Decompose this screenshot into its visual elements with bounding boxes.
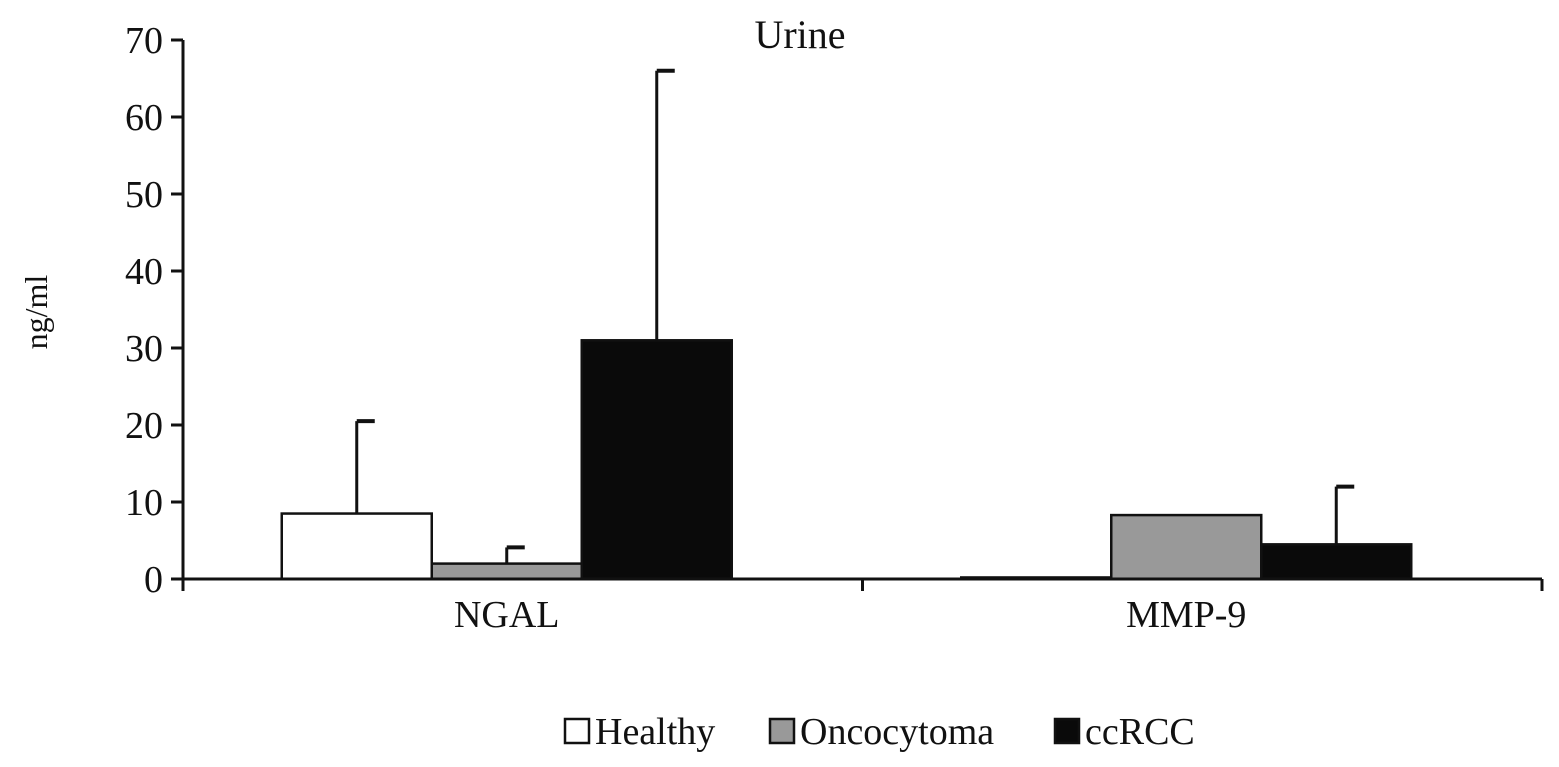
- legend-swatch-healthy: [563, 717, 591, 745]
- y-tick-label: 70: [125, 20, 163, 62]
- legend-label-healthy: Healthy: [595, 711, 715, 753]
- y-tick-label: 50: [125, 174, 163, 216]
- bar-oncocytoma-ngal: [430, 562, 583, 581]
- y-axis-ticks: 0 10 20 30 40 50 60 70: [125, 20, 183, 601]
- chart-title: Urine: [754, 12, 845, 57]
- bar-oncocytoma-mmp-9: [1110, 513, 1263, 581]
- x-axis-tick-labels: NGAL MMP-9: [454, 594, 1246, 636]
- y-tick-label: 0: [144, 559, 163, 601]
- error-bars: [355, 68, 1355, 564]
- legend-label-ccrcc: ccRCC: [1085, 711, 1195, 753]
- bar-healthy-ngal: [280, 512, 433, 581]
- bar-ccrcc-ngal: [580, 339, 733, 581]
- axes: [181, 40, 1544, 591]
- legend-label-oncocytoma: Oncocytoma: [800, 711, 994, 753]
- y-tick-label: 10: [125, 482, 163, 524]
- legend: Healthy Oncocytoma ccRCC: [563, 711, 1195, 753]
- y-tick-label: 40: [125, 251, 163, 293]
- x-tick-label: NGAL: [454, 594, 560, 636]
- y-tick-label: 30: [125, 328, 163, 370]
- y-axis-label: ng/ml: [18, 275, 54, 350]
- bars: [280, 339, 1413, 581]
- bar-ccrcc-mmp-9: [1260, 543, 1413, 581]
- y-tick-label: 60: [125, 97, 163, 139]
- x-tick-label: MMP-9: [1126, 594, 1246, 636]
- y-tick-label: 20: [125, 405, 163, 447]
- legend-swatch-oncocytoma: [768, 717, 796, 745]
- legend-swatch-ccrcc: [1053, 717, 1081, 745]
